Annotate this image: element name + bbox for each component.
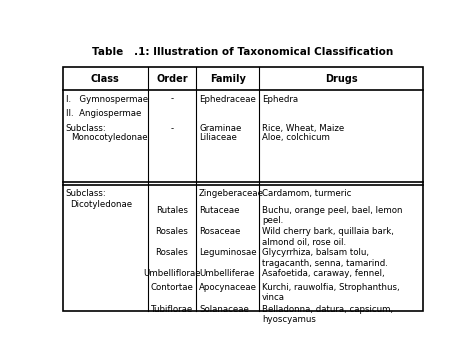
Text: -: - <box>170 125 173 133</box>
Text: Umbelliferae: Umbelliferae <box>199 269 255 278</box>
Text: Zingeberaceae: Zingeberaceae <box>199 189 264 198</box>
Text: Umbelliflorae: Umbelliflorae <box>143 269 201 278</box>
Text: Cardamom, turmeric: Cardamom, turmeric <box>262 189 351 198</box>
Text: Ephedra: Ephedra <box>262 95 298 103</box>
Text: Tubiflorae: Tubiflorae <box>151 305 193 314</box>
Text: II.  Angiospermae: II. Angiospermae <box>66 109 141 119</box>
Text: Family: Family <box>210 74 246 84</box>
Text: Buchu, orange peel, bael, lemon
peel.: Buchu, orange peel, bael, lemon peel. <box>262 206 402 225</box>
Text: Class: Class <box>91 74 119 84</box>
Text: Solanaceae: Solanaceae <box>199 305 249 314</box>
Text: I.   Gymnospermae: I. Gymnospermae <box>66 95 148 103</box>
Text: Rice, Wheat, Maize: Rice, Wheat, Maize <box>262 125 344 133</box>
Text: Leguminosae: Leguminosae <box>199 249 257 257</box>
Text: Belladonna, datura, capsicum,
hyoscyamus: Belladonna, datura, capsicum, hyoscyamus <box>262 305 393 324</box>
Text: Monocotyledonae: Monocotyledonae <box>71 133 147 142</box>
Text: Rosales: Rosales <box>155 249 188 257</box>
Text: Contortae: Contortae <box>150 283 193 292</box>
Text: Order: Order <box>156 74 188 84</box>
Text: Rosales: Rosales <box>155 227 188 236</box>
Text: Glycyrrhiza, balsam tolu,
tragacanth, senna, tamarind.: Glycyrrhiza, balsam tolu, tragacanth, se… <box>262 249 388 268</box>
Text: Asafoetida, caraway, fennel,: Asafoetida, caraway, fennel, <box>262 269 385 278</box>
Text: Dicotyledonae: Dicotyledonae <box>70 200 132 209</box>
Text: Drugs: Drugs <box>325 74 357 84</box>
Text: Ephedraceae: Ephedraceae <box>199 95 256 103</box>
Text: Table   .1: Illustration of Taxonomical Classification: Table .1: Illustration of Taxonomical Cl… <box>92 47 393 57</box>
Text: Subclass:: Subclass: <box>66 125 107 133</box>
Text: Rutaceae: Rutaceae <box>199 206 239 215</box>
Text: Aloe, colchicum: Aloe, colchicum <box>262 133 330 142</box>
Text: Kurchi, rauwolfia, Strophanthus,
vinca: Kurchi, rauwolfia, Strophanthus, vinca <box>262 283 400 302</box>
Text: Liliaceae: Liliaceae <box>199 133 237 142</box>
Text: Graminae: Graminae <box>199 125 241 133</box>
Text: Rosaceae: Rosaceae <box>199 227 240 236</box>
Text: Rutales: Rutales <box>156 206 188 215</box>
Text: Wild cherry bark, quillaia bark,
almond oil, rose oil.: Wild cherry bark, quillaia bark, almond … <box>262 227 394 247</box>
Text: -: - <box>170 95 173 103</box>
Text: Subclass:: Subclass: <box>66 189 107 198</box>
Text: Apocynaceae: Apocynaceae <box>199 283 257 292</box>
